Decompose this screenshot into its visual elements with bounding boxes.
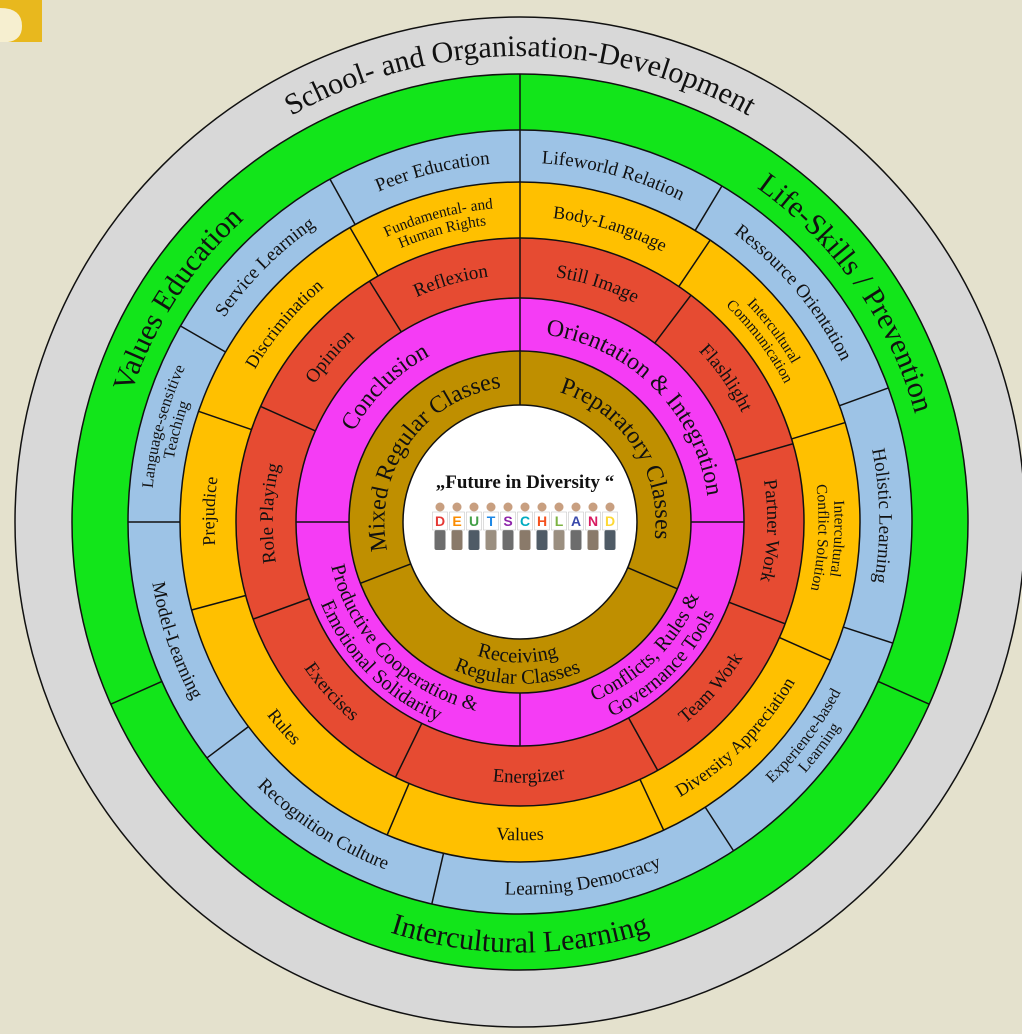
- person: [452, 530, 463, 550]
- person-head: [555, 503, 564, 512]
- person-head: [470, 503, 479, 512]
- person: [554, 530, 565, 550]
- segment-label: Energizer: [492, 763, 567, 788]
- letter: S: [503, 513, 512, 529]
- letter: A: [571, 513, 581, 529]
- letter: H: [537, 513, 547, 529]
- diagram: School- and Organisation-DevelopmentValu…: [0, 0, 1022, 1034]
- person-head: [487, 503, 496, 512]
- letter: D: [435, 513, 445, 529]
- person-head: [572, 503, 581, 512]
- person: [571, 530, 582, 550]
- person: [486, 530, 497, 550]
- page: {"rings": [ {"segments": [{"lines": ["Sc…: [0, 0, 1022, 1034]
- person: [537, 530, 548, 550]
- person: [435, 530, 446, 550]
- letter: C: [520, 513, 530, 529]
- person: [588, 530, 599, 550]
- letter: T: [487, 513, 496, 529]
- logo: [0, 0, 42, 42]
- person: [520, 530, 531, 550]
- person-head: [538, 503, 547, 512]
- segment-label: Prejudice: [198, 475, 221, 546]
- person: [503, 530, 514, 550]
- person-head: [436, 503, 445, 512]
- center-title: „Future in Diversity “: [436, 472, 615, 493]
- segment-label-text: Prejudice: [198, 475, 221, 546]
- letter: N: [588, 513, 598, 529]
- person-head: [521, 503, 530, 512]
- person: [605, 530, 616, 550]
- letter: D: [605, 513, 615, 529]
- letter: L: [555, 513, 564, 529]
- segment-label-text: Energizer: [492, 763, 567, 788]
- person-head: [606, 503, 615, 512]
- person-head: [504, 503, 513, 512]
- person-head: [453, 503, 462, 512]
- person: [469, 530, 480, 550]
- letter: U: [469, 513, 479, 529]
- letter: E: [452, 513, 461, 529]
- person-head: [589, 503, 598, 512]
